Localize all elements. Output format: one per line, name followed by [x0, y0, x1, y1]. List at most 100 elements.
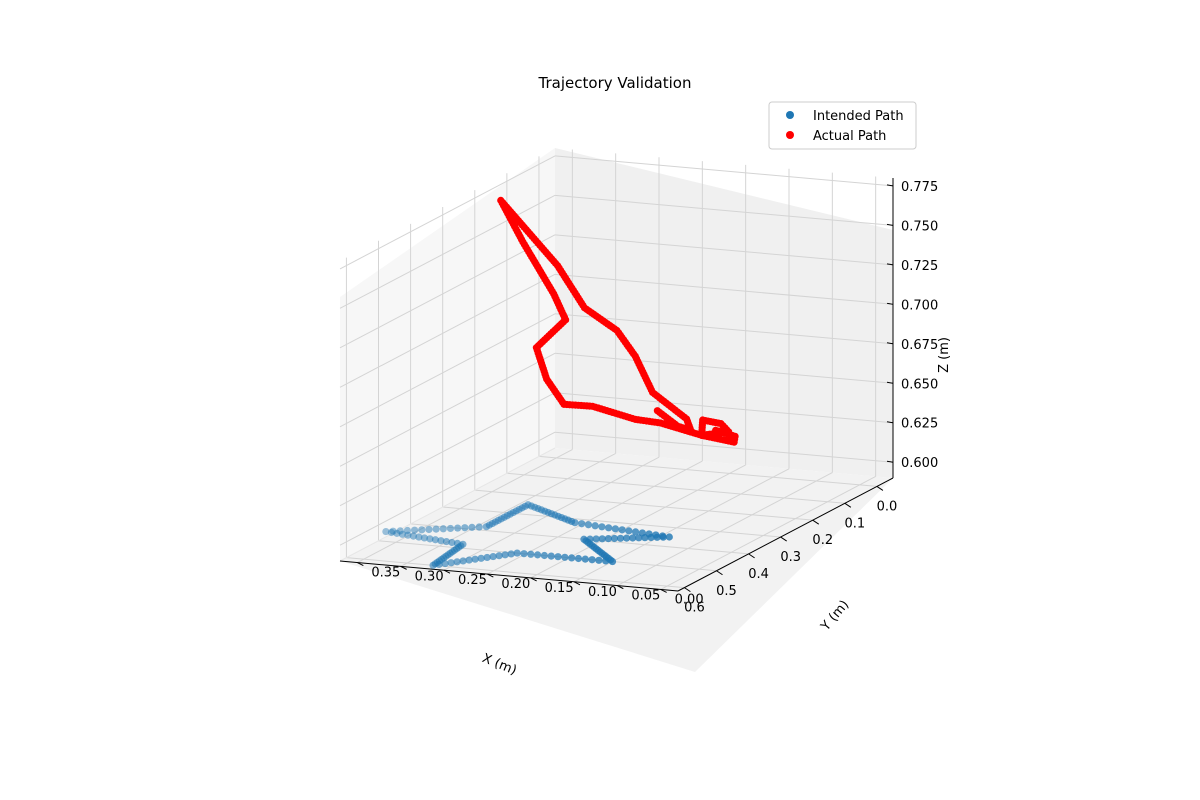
- y-tick-label: 0.25: [458, 573, 487, 588]
- intended-point: [483, 553, 491, 562]
- intended-point: [501, 551, 509, 559]
- intended-point: [403, 526, 412, 535]
- y-tick-mark: [487, 573, 494, 578]
- intended-point: [554, 553, 562, 561]
- gridline-z-right-wall: [554, 155, 894, 187]
- intended-point: [578, 520, 586, 528]
- gridline-z-right-wall: [554, 431, 894, 463]
- y-tick-label: 0.00: [675, 592, 704, 607]
- x-tick-mark: [812, 519, 820, 525]
- intended-point: [432, 525, 440, 533]
- z-tick-mark: [886, 421, 894, 424]
- z-tick-mark: [886, 223, 894, 226]
- axes-3d: [339, 148, 894, 672]
- z-tick-mark: [886, 263, 894, 266]
- y-tick-label: 0.30: [415, 569, 444, 584]
- intended-point: [420, 534, 429, 542]
- intended-point: [396, 527, 404, 535]
- y-tick-mark: [400, 565, 407, 570]
- intended-point: [439, 525, 447, 533]
- x-tick-label: 0.0: [877, 499, 898, 514]
- x-axis-label: X (m): [480, 651, 519, 678]
- chart-title: Trajectory Validation: [538, 74, 692, 92]
- z-tick-label: 0.725: [901, 259, 938, 274]
- gridline-z-right-wall: [554, 392, 894, 424]
- intended-point: [584, 521, 593, 529]
- intended-point: [665, 533, 673, 541]
- gridline-x-floor: [346, 557, 685, 589]
- legend: Intended Path Actual Path: [768, 101, 917, 150]
- gridline-z-right-wall: [554, 352, 894, 384]
- gridline-y-floor: [660, 476, 876, 590]
- intended-point: [431, 536, 440, 544]
- z-tick-mark: [886, 342, 894, 345]
- y-tick-mark: [617, 585, 624, 590]
- z-tick-mark: [886, 302, 894, 305]
- intended-point: [453, 558, 461, 566]
- intended-point: [477, 554, 485, 562]
- gridline-z-left-wall: [339, 352, 556, 467]
- intended-point: [468, 523, 476, 531]
- intended-point: [645, 530, 653, 538]
- intended-point: [404, 531, 412, 539]
- z-tick-label: 0.650: [901, 377, 938, 392]
- z-tick-mark: [886, 184, 894, 187]
- intended-point: [461, 524, 469, 532]
- intended-point: [426, 535, 434, 543]
- intended-point: [547, 552, 555, 560]
- intended-point: [409, 532, 417, 540]
- gridline-z-left-wall: [339, 194, 556, 309]
- intended-point: [598, 535, 606, 543]
- y-tick-mark: [660, 589, 667, 593]
- gridline-y-floor: [400, 452, 616, 567]
- intended-point: [598, 523, 606, 531]
- intended-point: [605, 524, 613, 532]
- z-tick-label: 0.750: [901, 219, 938, 234]
- series-intended-path: [382, 501, 673, 569]
- y-tick-label: 0.10: [588, 585, 617, 600]
- intended-point: [442, 537, 451, 546]
- x-tick-mark: [844, 502, 852, 508]
- legend-marker-intended: [786, 111, 794, 119]
- intended-point: [604, 535, 612, 543]
- y-tick-mark: [530, 577, 537, 582]
- intended-point: [608, 557, 617, 566]
- intended-point: [459, 540, 467, 548]
- legend-marker-actual: [786, 131, 794, 139]
- intended-point: [574, 554, 583, 563]
- y-tick-label: 0.05: [631, 589, 660, 604]
- intended-point: [629, 534, 637, 542]
- gridline-z-left-wall: [339, 273, 556, 388]
- x-tick-label: 0.5: [716, 584, 737, 599]
- gridline-x-floor: [506, 472, 845, 504]
- intended-point: [398, 530, 406, 538]
- legend-frame: [768, 101, 917, 150]
- intended-point: [658, 532, 667, 540]
- intended-point: [592, 535, 600, 543]
- intended-point: [568, 554, 576, 562]
- gridline-x-floor: [538, 455, 877, 487]
- y-axis-label: Y (m): [818, 598, 853, 635]
- gridlines: [339, 149, 894, 590]
- x-axis-ticks: 0.0 0.1 0.2 0.3 0.4 0.5 0.6: [684, 486, 898, 616]
- z-tick-label: 0.600: [901, 456, 938, 471]
- pane-floor: [340, 448, 893, 672]
- pane-back-left: [340, 148, 555, 561]
- gridline-z-left-wall: [339, 234, 556, 349]
- y-tick-label: 0.35: [371, 566, 400, 581]
- intended-point: [495, 552, 503, 560]
- pane-edge: [339, 447, 556, 562]
- intended-point: [527, 550, 535, 558]
- intended-point: [393, 529, 401, 537]
- intended-point: [602, 557, 610, 565]
- intended-point: [446, 524, 455, 533]
- gridline-y-floor: [357, 449, 573, 563]
- intended-point: [418, 526, 426, 534]
- x-tick-mark: [684, 587, 691, 593]
- intended-point: [415, 533, 423, 541]
- y-tick-label: 0.20: [501, 577, 530, 592]
- pane-back-right: [555, 148, 893, 478]
- z-tick-mark: [886, 381, 894, 384]
- z-tick-label: 0.775: [901, 180, 938, 195]
